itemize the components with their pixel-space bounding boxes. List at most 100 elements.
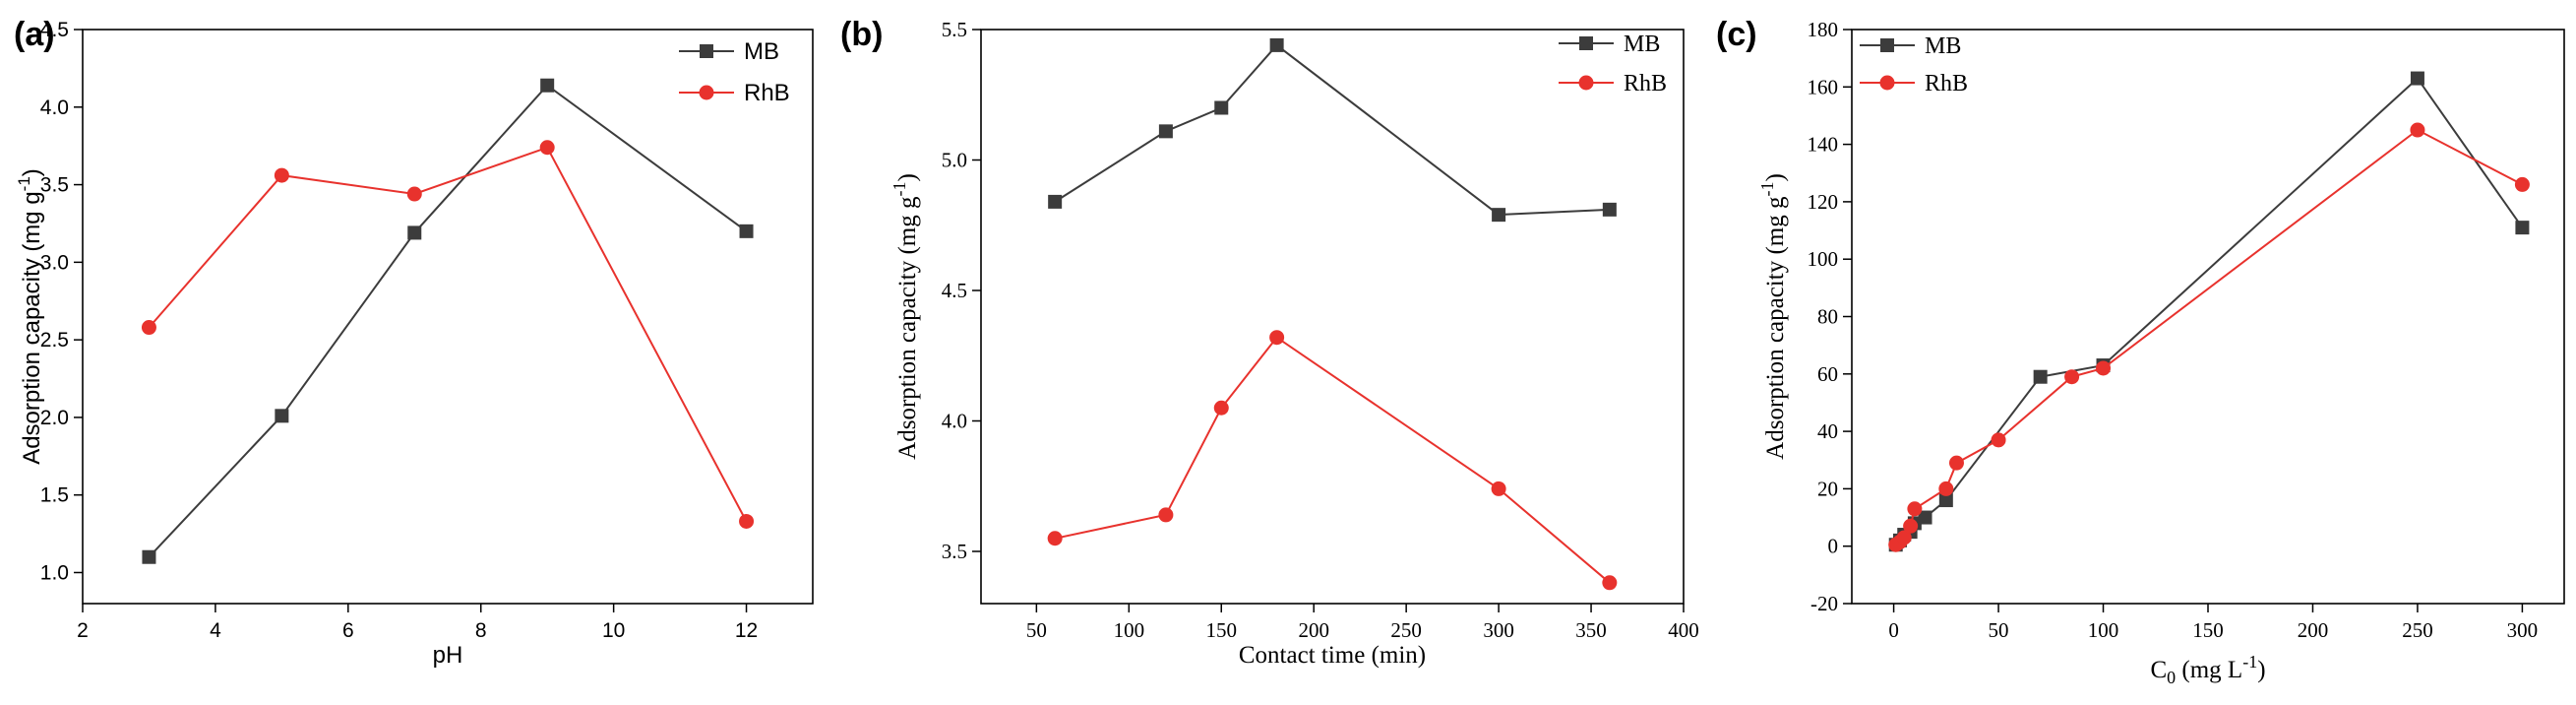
legend-marker [1880,38,1894,52]
x-axis-label-main: C [2150,657,2167,683]
x-tick-label: 2 [77,619,89,642]
series-line-rhb [148,146,748,522]
data-point-rhb [2514,176,2530,192]
series-line-mb [1894,77,2524,545]
y-axis-label: Adsorption capacity (mg g-1) [15,168,45,465]
series-line-rhb [1054,336,1611,584]
series-line-rhb [1895,128,2523,546]
y-tick-label: 0 [1828,535,1839,558]
x-tick-label: 4 [210,619,221,642]
x-tick-label: 50 [1026,618,1047,642]
data-point-mb [1492,208,1506,223]
y-tick-label: 4.5 [40,19,69,41]
y-tick-label: 160 [1808,75,1839,98]
data-point-rhb [1948,455,1964,471]
data-point-mb [1048,194,1063,209]
legend: MB RhB [1559,32,1667,96]
x-axis-label-sup: -1 [2242,652,2257,672]
data-point-mb [1269,37,1284,52]
x-tick-label: 10 [602,619,625,642]
y-tick-label: 5.0 [942,149,967,172]
y-tick-label: 40 [1817,419,1838,443]
legend-marker [700,44,713,58]
x-tick-label: 50 [1989,618,2009,642]
y-axis-label-end: ) [894,173,921,181]
y-tick-label: 1.0 [40,561,69,584]
data-point-mb [407,225,422,240]
legend-label-rhb: RhB [1925,71,1968,96]
legend-marker [1579,36,1593,50]
y-tick-label: 2.5 [40,329,69,352]
legend-label-rhb: RhB [1624,71,1667,96]
x-tick-label: 6 [342,619,354,642]
panel-label: (a) [14,16,55,53]
x-tick-label: 100 [1114,618,1145,642]
x-tick-label: 400 [1668,618,1699,642]
data-point-rhb [539,140,555,156]
x-tick-label: 200 [1298,618,1329,642]
data-point-rhb [2064,369,2080,385]
y-tick-label: 180 [1808,18,1839,41]
x-tick-label: 8 [475,619,487,642]
series-line-mb [148,84,748,558]
data-point-rhb [2096,360,2112,376]
x-tick-label: 12 [735,619,758,642]
x-axis-label-mid: (mg L [2176,657,2242,683]
data-point-rhb [141,320,156,336]
data-point-rhb [1602,575,1618,591]
data-point-rhb [1269,330,1285,346]
data-point-rhb [1047,531,1063,546]
legend-label-mb: MB [744,38,779,65]
y-tick-label: 100 [1808,247,1839,271]
x-tick-label: 300 [2507,618,2539,642]
legend-label-rhb: RhB [744,80,790,106]
y-tick-label: 2.0 [40,407,69,429]
y-tick-label: 4.0 [942,410,967,433]
x-tick-label: 300 [1483,618,1514,642]
y-tick-label: 60 [1817,362,1838,386]
y-tick-label: 20 [1817,477,1838,500]
data-point-rhb [1491,481,1506,496]
y-tick-label: 4.0 [40,96,69,119]
panel-label: (b) [840,16,883,53]
legend-label-mb: MB [1925,33,1961,59]
data-point-rhb [1903,518,1919,534]
data-point-mb [1938,493,1953,508]
data-point-mb [540,78,555,93]
legend: MB RhB [1860,33,1968,96]
y-axis-label-main: Adsorption capacity (mg g [1762,196,1789,460]
data-point-mb [1918,510,1932,525]
data-point-rhb [1991,432,2006,448]
panel-label: (c) [1716,16,1757,53]
y-tick-label: 3.0 [40,251,69,274]
x-axis-label: pH [433,642,463,669]
data-point-mb [1158,124,1173,139]
y-tick-label: 4.5 [942,279,967,302]
chart-panel-2: 50 100 150 200 250 300 350 400 3.5 4.0 4.5 5.0 5.5 (b… [840,16,1699,669]
y-axis-label-end: ) [19,168,45,176]
data-point-rhb [1896,530,1912,545]
data-point-mb [142,549,156,564]
data-point-mb [2033,369,2048,384]
data-point-mb [1602,202,1617,217]
legend-marker [1879,75,1895,91]
y-tick-label: 120 [1808,190,1839,214]
y-axis-label-sup: -1 [1757,182,1777,197]
data-point-mb [2515,221,2530,235]
legend-marker [1578,75,1594,91]
legend-marker [699,85,714,100]
y-tick-label: 3.5 [942,540,967,563]
x-tick-label: 150 [1206,618,1238,642]
y-tick-label: 5.5 [942,18,967,41]
plot-frame [1851,29,2565,605]
x-tick-label: 250 [2402,618,2433,642]
x-axis-label-sub: 0 [2167,668,2176,687]
x-tick-label: 250 [1390,618,1422,642]
y-tick-label: 3.5 [40,174,69,197]
y-axis-label-main: Adsorption capacity (mg g [894,196,921,460]
y-axis-label-main: Adsorption capacity (mg g [19,191,45,464]
data-point-rhb [274,167,289,183]
x-tick-label: 200 [2298,618,2329,642]
plot-frame [82,29,814,605]
y-tick-label: 140 [1808,133,1839,157]
